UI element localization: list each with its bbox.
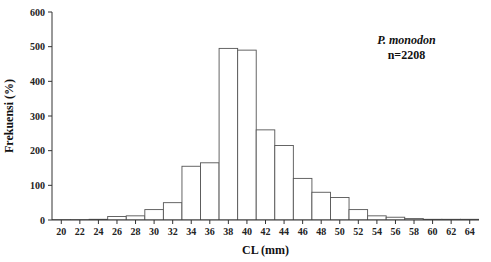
x-tick-label: 20 bbox=[56, 226, 66, 237]
x-tick bbox=[321, 220, 322, 224]
x-tick-label: 26 bbox=[112, 226, 122, 237]
y-axis-label: Frekuensi (%) bbox=[2, 79, 16, 153]
y-tick-label: 600 bbox=[30, 7, 45, 18]
x-tick bbox=[209, 220, 210, 224]
annotation: n=2208 bbox=[388, 48, 426, 62]
bar bbox=[312, 192, 331, 220]
bar bbox=[349, 210, 368, 220]
x-tick-label: 48 bbox=[316, 226, 326, 237]
y-tick bbox=[48, 116, 52, 117]
y-tick-label: 400 bbox=[30, 76, 45, 87]
x-tick-label: 46 bbox=[298, 226, 308, 237]
x-tick-label: 30 bbox=[149, 226, 159, 237]
bar bbox=[145, 210, 164, 220]
x-tick-label: 62 bbox=[446, 226, 456, 237]
annotations: P. monodonn=2208 bbox=[377, 33, 436, 62]
bar bbox=[182, 166, 201, 220]
bar bbox=[219, 48, 238, 220]
y-tick-label: 500 bbox=[30, 41, 45, 52]
bar bbox=[201, 163, 220, 220]
x-tick bbox=[191, 220, 192, 224]
x-tick-label: 38 bbox=[223, 226, 233, 237]
y-tick-label: 200 bbox=[30, 145, 45, 156]
x-tick bbox=[414, 220, 415, 224]
bar bbox=[293, 178, 312, 220]
x-tick-label: 56 bbox=[390, 226, 400, 237]
x-tick bbox=[395, 220, 396, 224]
bars bbox=[52, 48, 479, 220]
y-tick-label: 100 bbox=[30, 180, 45, 191]
x-tick-label: 64 bbox=[465, 226, 475, 237]
x-tick bbox=[469, 220, 470, 224]
y-tick bbox=[48, 46, 52, 47]
y-tick bbox=[48, 81, 52, 82]
x-tick bbox=[135, 220, 136, 224]
x-tick-label: 34 bbox=[186, 226, 196, 237]
x-tick bbox=[79, 220, 80, 224]
x-tick-label: 42 bbox=[261, 226, 271, 237]
y-tick bbox=[48, 185, 52, 186]
y-tick bbox=[48, 220, 52, 221]
x-tick-label: 40 bbox=[242, 226, 252, 237]
x-tick bbox=[265, 220, 266, 224]
x-tick-label: 32 bbox=[168, 226, 178, 237]
x-tick bbox=[154, 220, 155, 224]
x-tick bbox=[228, 220, 229, 224]
y-tick bbox=[48, 12, 52, 13]
annotation: P. monodon bbox=[377, 33, 436, 47]
x-tick bbox=[98, 220, 99, 224]
x-tick-label: 24 bbox=[93, 226, 103, 237]
x-tick bbox=[116, 220, 117, 224]
chart-svg: 20 22 24 26 28 30 32 34 36 38 40 42 44 46 48 50 52 54 56 58… bbox=[0, 0, 491, 262]
bar bbox=[256, 130, 275, 220]
x-tick-label: 36 bbox=[205, 226, 215, 237]
x-tick bbox=[284, 220, 285, 224]
x-tick-label: 60 bbox=[428, 226, 438, 237]
x-tick-label: 58 bbox=[409, 226, 419, 237]
bar bbox=[368, 216, 387, 220]
x-tick-label: 44 bbox=[279, 226, 289, 237]
bar bbox=[238, 50, 257, 220]
y-tick-label: 300 bbox=[30, 111, 45, 122]
chart-container: 20 22 24 26 28 30 32 34 36 38 40 42 44 46 48 50 52 54 56 58… bbox=[0, 0, 491, 262]
x-tick-label: 52 bbox=[353, 226, 363, 237]
x-tick bbox=[432, 220, 433, 224]
x-tick bbox=[376, 220, 377, 224]
bar bbox=[126, 216, 145, 220]
axes: 20 22 24 26 28 30 32 34 36 38 40 42 44 46 48 50 52 54 56 58… bbox=[30, 7, 479, 238]
x-tick bbox=[339, 220, 340, 224]
x-tick bbox=[246, 220, 247, 224]
x-tick bbox=[302, 220, 303, 224]
bar bbox=[163, 203, 182, 220]
y-tick bbox=[48, 150, 52, 151]
x-axis-label: CL (mm) bbox=[242, 243, 289, 257]
x-tick bbox=[451, 220, 452, 224]
x-tick bbox=[61, 220, 62, 224]
bar bbox=[108, 217, 127, 220]
x-tick bbox=[358, 220, 359, 224]
x-tick-label: 22 bbox=[75, 226, 85, 237]
x-tick-label: 28 bbox=[131, 226, 141, 237]
y-tick-label: 0 bbox=[40, 215, 45, 226]
bar bbox=[330, 197, 349, 220]
x-tick bbox=[172, 220, 173, 224]
x-tick-label: 54 bbox=[372, 226, 382, 237]
x-tick-label: 50 bbox=[335, 226, 345, 237]
bar bbox=[275, 145, 294, 220]
